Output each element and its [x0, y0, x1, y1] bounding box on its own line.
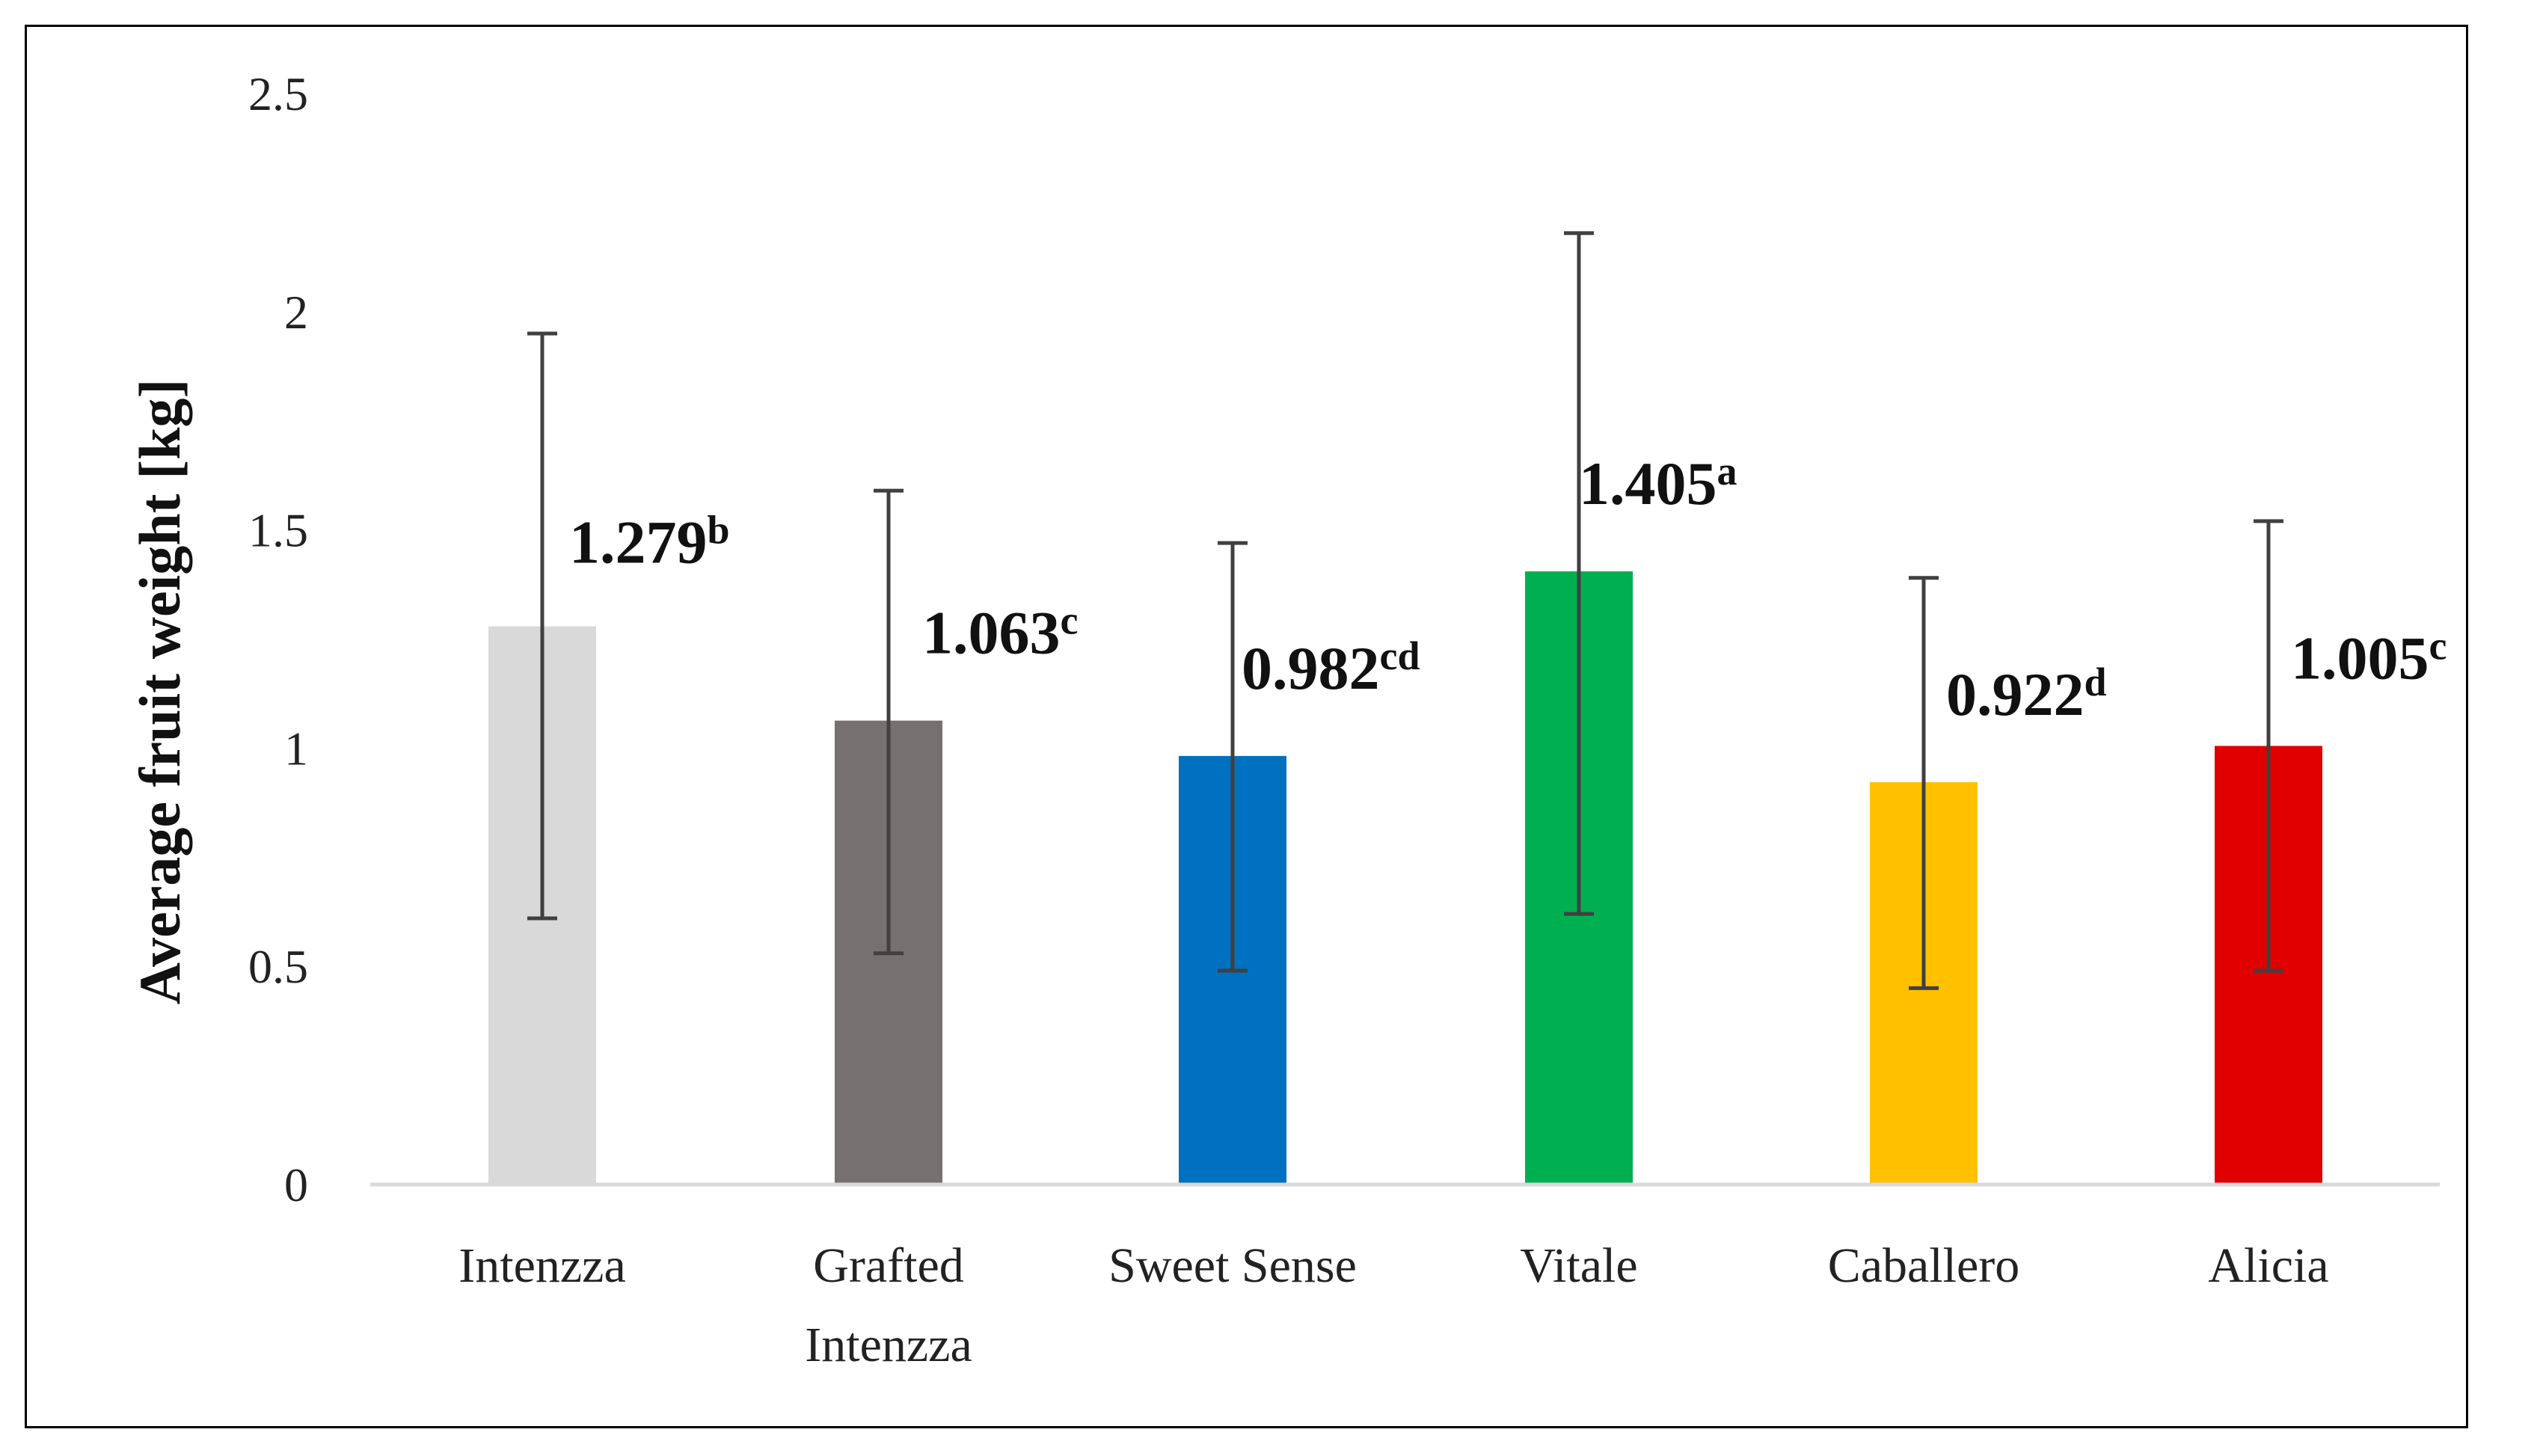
x-tick-label: Intenzza: [805, 1318, 972, 1372]
data-label: 0.922d: [1946, 660, 2107, 728]
y-axis-title-group: Average fruit weight [kg]: [127, 379, 192, 1005]
x-tick-label: Sweet Sense: [1108, 1238, 1357, 1293]
data-label-value: 1.279: [569, 509, 708, 577]
x-tick-labels: Intenzza Grafted Intenzza Sweet Sense Vitale…: [458, 1238, 2328, 1372]
data-label-significance-letter: c: [2429, 623, 2447, 668]
data-label-value: 1.063: [922, 599, 1061, 667]
x-tick-label: Intenzza: [458, 1238, 626, 1293]
data-label: 1.279b: [569, 508, 730, 577]
data-label: 1.005c: [2291, 623, 2447, 692]
y-tick-label: 1: [284, 722, 308, 775]
data-label-significance-letter: d: [2085, 660, 2107, 704]
data-label: 0.982cd: [1242, 633, 1420, 702]
x-tick-label: Caballero: [1828, 1238, 2020, 1293]
data-label-significance-letter: a: [1717, 449, 1737, 494]
y-tick-label: 0.5: [248, 940, 308, 993]
data-label-significance-letter: c: [1061, 598, 1079, 643]
y-ticks: 0 0.5 1 1.5 2 2.5: [248, 67, 308, 1211]
data-label: 1.063c: [922, 598, 1078, 667]
error-bars: [527, 231, 2283, 990]
x-tick-label: Vitale: [1520, 1238, 1637, 1293]
data-label-value: 0.922: [1946, 660, 2085, 728]
chart-frame: [25, 25, 2468, 1428]
y-tick-label: 0: [284, 1158, 308, 1211]
y-tick-label: 2.5: [248, 67, 308, 120]
data-label-value: 1.405: [1579, 449, 1717, 517]
x-tick-label: Alicia: [2208, 1238, 2328, 1293]
data-label: 1.405a: [1579, 449, 1737, 517]
data-label-significance-letter: b: [708, 508, 730, 553]
y-tick-label: 1.5: [248, 504, 308, 557]
data-label-value: 1.005: [2291, 624, 2429, 692]
x-tick-label: Grafted: [813, 1238, 964, 1293]
data-label-value: 0.982: [1242, 634, 1380, 702]
data-label-significance-letter: cd: [1380, 633, 1420, 678]
y-axis-title: Average fruit weight [kg]: [127, 379, 192, 1005]
y-tick-label: 2: [284, 286, 308, 339]
